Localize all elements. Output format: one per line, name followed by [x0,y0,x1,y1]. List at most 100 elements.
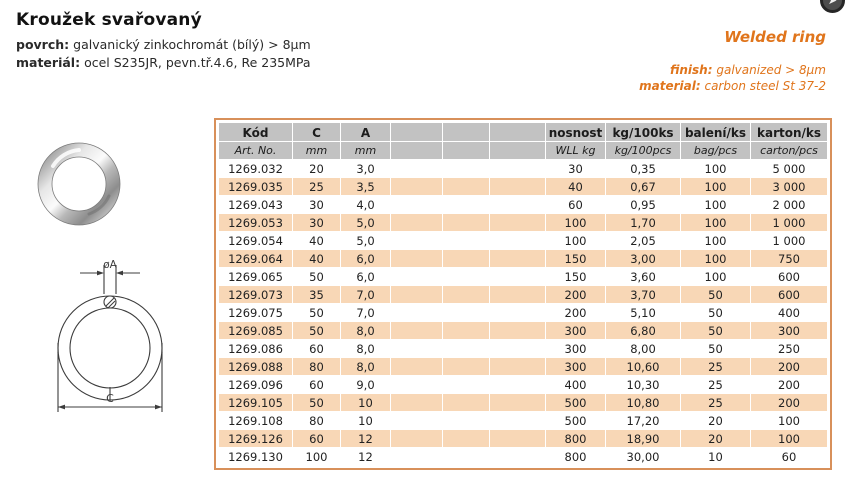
table-cell: 1269.035 [218,177,293,196]
table-cell: 500 [545,411,606,430]
diagram-label-c: C [106,392,114,405]
table-cell: 3 000 [750,177,828,196]
spec-block-en: Welded ring finish: galvanized > 8µm mat… [639,28,826,94]
table-cell: 1269.064 [218,249,293,268]
table-cell: 4,0 [340,195,391,214]
column-subheader [442,141,490,160]
table-cell: 60 [545,195,606,214]
table-cell: 100 [545,231,606,250]
table-cell: 300 [545,357,606,376]
table-cell: 50 [292,303,341,322]
table-cell: 60 [750,447,828,466]
table-cell [489,177,546,196]
table-cell [390,285,443,304]
table-cell: 2 000 [750,195,828,214]
table-cell: 60 [292,375,341,394]
table-cell: 7,0 [340,285,391,304]
nav-arrow-button[interactable]: ➤ [820,0,845,13]
table-cell: 1 000 [750,213,828,232]
table-cell [390,375,443,394]
table-cell: 6,0 [340,249,391,268]
table-cell: 300 [750,321,828,340]
table-cell: 50 [680,285,751,304]
material-value-en: carbon steel St 37-2 [704,79,826,93]
table-cell: 1269.073 [218,285,293,304]
table-cell: 100 [680,249,751,268]
column-header: karton/ks [750,122,828,142]
column-header: nosnost [545,122,606,142]
table-cell: 10 [340,411,391,430]
table-cell [489,231,546,250]
column-subheader: mm [292,141,341,160]
table-cell [442,339,490,358]
table-cell: 800 [545,429,606,448]
table-cell: 200 [545,303,606,322]
table-cell [442,321,490,340]
table-cell: 50 [680,303,751,322]
table-cell: 100 [680,159,751,178]
table-cell [390,393,443,412]
table-cell: 100 [292,447,341,466]
table-cell: 1 000 [750,231,828,250]
table-row: 1269.064 40 6,0 150 3,00 100 750 [218,249,828,268]
table-cell [390,339,443,358]
column-header: A [340,122,391,142]
povrch-value: galvanický zinkochromát (bílý) > 8µm [73,37,311,52]
table-cell [442,411,490,430]
table-cell: 30,00 [605,447,681,466]
column-subheader: kg/100pcs [605,141,681,160]
table-cell: 30 [292,213,341,232]
table-cell: 50 [292,267,341,286]
table-cell: 3,00 [605,249,681,268]
table-cell: 10 [340,393,391,412]
table-cell: 35 [292,285,341,304]
column-subheader [390,141,443,160]
table-row: 1269.054 40 5,0 100 2,05 100 1 000 [218,231,828,250]
table-cell [489,357,546,376]
table-cell: 0,95 [605,195,681,214]
table-cell: 30 [545,159,606,178]
finish-value-en: galvanized > 8µm [716,63,826,77]
table-cell [390,213,443,232]
table-cell: 500 [545,393,606,412]
table-cell: 1269.108 [218,411,293,430]
table-cell [390,267,443,286]
table-cell [442,249,490,268]
table-row: 1269.043 30 4,0 60 0,95 100 2 000 [218,195,828,214]
table-cell [390,357,443,376]
table-cell [390,195,443,214]
table-cell [390,411,443,430]
material-line-cz: materiál: ocel S235JR, pevn.tř.4.6, Re 2… [16,54,311,72]
table-cell: 100 [680,177,751,196]
table-cell: 60 [292,339,341,358]
table-cell [489,195,546,214]
table-cell: 20 [680,411,751,430]
table-cell [390,177,443,196]
table-row: 1269.085 50 8,0 300 6,80 50 300 [218,321,828,340]
table-cell: 12 [340,447,391,466]
table-row: 1269.088 80 8,0 300 10,60 25 200 [218,357,828,376]
table-cell [442,195,490,214]
table-cell: 25 [680,375,751,394]
table-cell [390,429,443,448]
table-cell: 1269.130 [218,447,293,466]
table-cell [489,447,546,466]
table-cell: 600 [750,267,828,286]
page-title-en: Welded ring [724,28,826,46]
table-cell: 5,0 [340,231,391,250]
column-header: balení/ks [680,122,751,142]
table-cell: 7,0 [340,303,391,322]
table-cell: 200 [750,393,828,412]
table-cell: 1269.126 [218,429,293,448]
column-subheader: mm [340,141,391,160]
table-cell: 100 [750,429,828,448]
table-cell [442,213,490,232]
povrch-line: povrch: galvanický zinkochromát (bílý) >… [16,36,311,54]
spec-block-cz: povrch: galvanický zinkochromát (bílý) >… [16,36,311,72]
table-cell: 100 [545,213,606,232]
table-cell: 60 [292,429,341,448]
column-header [489,122,546,142]
table-row: 1269.032 20 3,0 30 0,35 100 5 000 [218,159,828,178]
table-cell: 20 [680,429,751,448]
